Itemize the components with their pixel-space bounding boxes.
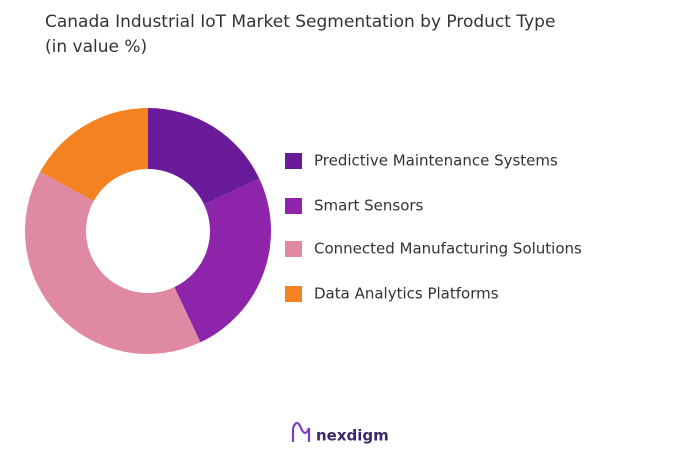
donut-segment <box>174 178 271 343</box>
chart-subtitle: (in value %) <box>45 37 147 57</box>
legend-swatch <box>285 241 302 257</box>
brand-name: nexdigm <box>316 427 389 445</box>
legend-label: Smart Sensors <box>314 197 424 215</box>
legend-swatch <box>285 286 302 302</box>
brand-logo <box>291 421 311 442</box>
donut-segment <box>148 108 260 205</box>
legend-swatch <box>285 153 302 169</box>
donut-segment <box>40 108 148 202</box>
chart-title: Canada Industrial IoT Market Segmentatio… <box>45 12 555 32</box>
legend-label: Predictive Maintenance Systems <box>314 152 558 170</box>
legend-label: Data Analytics Platforms <box>314 285 499 303</box>
legend-swatch <box>285 198 302 214</box>
legend-label: Connected Manufacturing Solutions <box>314 240 582 258</box>
donut-segment <box>24 171 201 354</box>
